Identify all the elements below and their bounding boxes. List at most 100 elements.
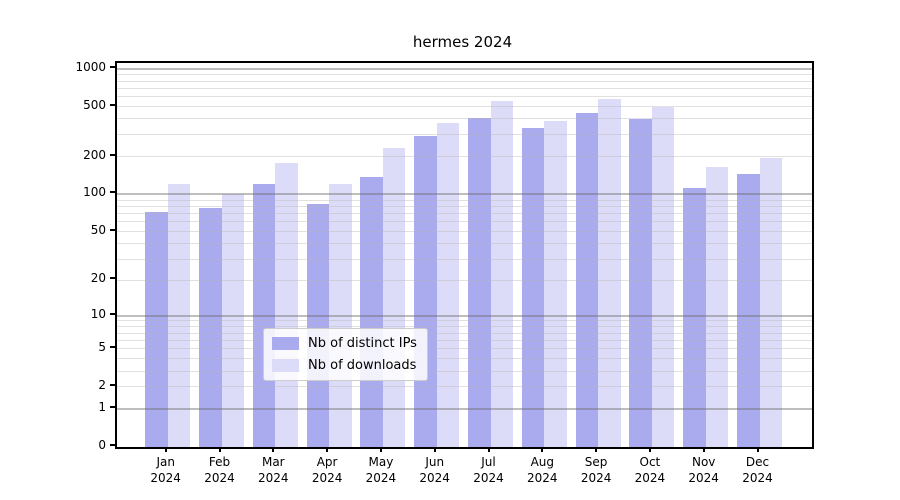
legend-label-downloads: Nb of downloads: [308, 358, 417, 373]
minor-gridline: [117, 118, 812, 120]
major-gridline: [117, 408, 812, 411]
x-axis-tick-label: Jun 2024: [419, 455, 450, 485]
minor-gridline: [117, 231, 812, 233]
y-axis-tick-label: 100: [83, 185, 106, 200]
bar-distinct-ips-jan: [145, 212, 168, 447]
y-axis-tick-mark: [110, 406, 115, 409]
minor-gridline: [117, 80, 812, 82]
y-axis-tick-label: 0: [98, 438, 106, 452]
bar-downloads-apr: [329, 183, 352, 447]
minor-gridline: [117, 258, 812, 260]
y-axis-tick-mark: [110, 345, 115, 348]
minor-gridline: [117, 74, 812, 76]
x-axis-tick-label: Mar 2024: [258, 455, 289, 485]
minor-gridline: [117, 320, 812, 322]
legend-item-downloads: Nb of downloads: [272, 358, 417, 373]
bar-distinct-ips-mar: [252, 184, 276, 447]
x-axis-tick-mark: [433, 447, 436, 452]
y-axis-tick-label: 2: [98, 377, 106, 392]
y-axis-tick-label: 1: [98, 400, 106, 415]
x-axis-tick-label: Sep 2024: [580, 455, 612, 485]
y-axis-tick-label: 1000: [75, 59, 106, 74]
plot-area: [115, 61, 814, 449]
minor-gridline: [117, 358, 812, 360]
bar-distinct-ips-aug: [521, 128, 545, 447]
y-axis-tick-label: 500: [83, 97, 106, 112]
x-axis-tick-mark: [541, 447, 544, 452]
y-axis-tick-label: 200: [83, 147, 106, 162]
major-gridline: [117, 314, 812, 317]
x-axis-tick-mark: [164, 447, 167, 452]
major-gridline: [117, 193, 812, 196]
x-axis-tick-mark: [272, 447, 275, 452]
minor-gridline: [117, 134, 812, 136]
bar-distinct-ips-oct: [629, 119, 652, 447]
bar-downloads-jun: [436, 122, 460, 447]
minor-gridline: [117, 279, 812, 281]
minor-gridline: [117, 106, 812, 108]
x-axis-tick-mark: [648, 447, 651, 452]
minor-gridline: [117, 156, 812, 158]
bar-downloads-dec: [759, 158, 782, 447]
bar-downloads-jan: [167, 184, 191, 447]
x-axis-tick-mark: [379, 447, 382, 452]
minor-gridline: [117, 96, 812, 98]
x-axis-tick-mark: [218, 447, 221, 452]
minor-gridline: [117, 87, 812, 89]
y-axis-tick-mark: [110, 103, 115, 106]
y-axis-tick-mark: [110, 65, 115, 68]
y-axis-tick-label: 20: [90, 271, 106, 286]
bar-distinct-ips-jun: [414, 135, 437, 447]
minor-gridline: [117, 348, 812, 350]
x-axis-tick-label: Nov 2024: [688, 455, 719, 485]
y-axis-tick-mark: [110, 153, 115, 156]
minor-gridline: [117, 386, 812, 388]
bar-downloads-nov: [705, 167, 729, 447]
bar-downloads-aug: [544, 120, 567, 447]
y-axis-tick-mark: [110, 228, 115, 231]
x-axis-tick-label: Apr 2024: [311, 455, 343, 485]
bar-distinct-ips-sep: [575, 113, 599, 447]
bar-downloads-jul: [490, 101, 513, 447]
y-axis-tick-label: 5: [98, 339, 106, 354]
x-axis-tick-label: Jan 2024: [150, 455, 181, 485]
minor-gridline: [117, 213, 812, 215]
x-axis-tick-mark: [702, 447, 705, 452]
bar-distinct-ips-dec: [737, 173, 760, 447]
x-axis-tick-label: Jul 2024: [473, 455, 504, 485]
x-axis-tick-mark: [487, 447, 490, 452]
legend: Nb of distinct IPs Nb of downloads: [263, 328, 428, 381]
legend-item-distinct-ips: Nb of distinct IPs: [272, 336, 417, 351]
x-axis-tick-label: Oct 2024: [634, 455, 666, 485]
y-axis-tick-mark: [110, 444, 115, 446]
legend-label-distinct-ips: Nb of distinct IPs: [308, 336, 417, 351]
y-axis-tick-mark: [110, 312, 115, 315]
x-axis-tick-label: Aug 2024: [527, 455, 558, 485]
major-gridline: [117, 67, 812, 70]
minor-gridline: [117, 332, 812, 334]
y-axis-tick-mark: [110, 277, 115, 280]
chart-title: hermes 2024: [412, 33, 513, 51]
minor-gridline: [117, 326, 812, 328]
x-axis-tick-label: Dec 2024: [742, 455, 773, 485]
bar-distinct-ips-feb: [199, 207, 222, 447]
bar-distinct-ips-apr: [306, 204, 330, 447]
x-axis-tick-mark: [756, 447, 759, 452]
minor-gridline: [117, 370, 812, 372]
x-axis-tick-mark: [326, 447, 329, 452]
y-axis-tick-mark: [110, 191, 115, 194]
bar-downloads-sep: [598, 98, 621, 447]
bar-downloads-oct: [651, 106, 675, 447]
y-axis-tick-label: 10: [90, 306, 106, 321]
minor-gridline: [117, 199, 812, 201]
x-axis-tick-mark: [595, 447, 598, 452]
minor-gridline: [117, 243, 812, 245]
x-axis-tick-label: Feb 2024: [204, 455, 235, 485]
legend-swatch-downloads: [272, 359, 299, 372]
minor-gridline: [117, 205, 812, 207]
legend-swatch-distinct-ips: [272, 337, 299, 350]
bar-distinct-ips-jul: [468, 117, 491, 447]
bar-distinct-ips-may: [360, 176, 383, 447]
minor-gridline: [117, 339, 812, 341]
